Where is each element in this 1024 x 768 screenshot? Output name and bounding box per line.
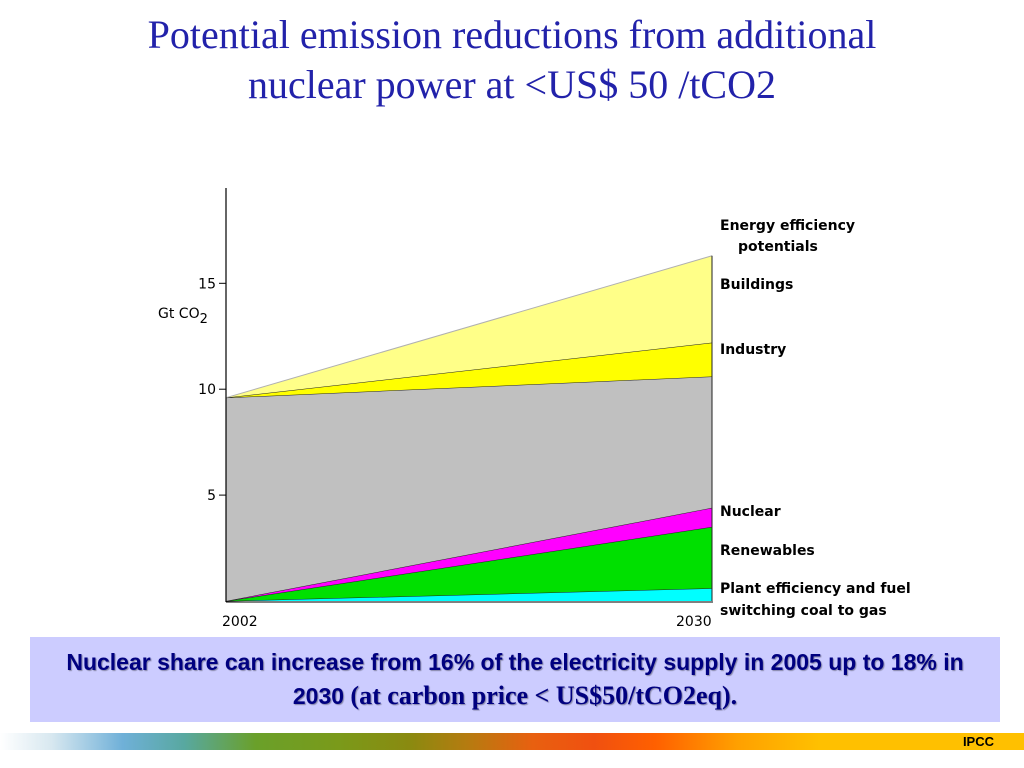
x-tick-2002: 2002 bbox=[222, 614, 258, 630]
footer-gradient-bar bbox=[0, 733, 1024, 750]
caption-box: Nuclear share can increase from 16% of t… bbox=[30, 637, 1000, 722]
label-energy-efficiency-line2: potentials bbox=[738, 239, 818, 255]
y-tick-label-5: 5 bbox=[207, 488, 216, 504]
label-plant-efficiency-line2: switching coal to gas bbox=[720, 603, 887, 619]
label-renewables: Renewables bbox=[720, 543, 815, 559]
caption-text: Nuclear share can increase from 16% of t… bbox=[66, 649, 964, 709]
chart-areas bbox=[225, 255, 713, 602]
footer-label: IPCC bbox=[962, 734, 994, 749]
caption-carbon-price: (at carbon price < US$50/tCO2eq). bbox=[350, 681, 738, 710]
slide-title-line1: Potential emission reductions from addit… bbox=[147, 12, 877, 57]
emission-reduction-chart: 15 10 5 Gt CO2 2002 2030 Energy efficiency… bbox=[158, 188, 911, 630]
area-baseline-3 bbox=[226, 376, 712, 601]
label-energy-efficiency-line1: Energy efficiency bbox=[720, 218, 855, 234]
slide-title: Potential emission reductions from addit… bbox=[0, 10, 1024, 110]
label-buildings: Buildings bbox=[720, 277, 793, 293]
area-boundary-line bbox=[225, 255, 713, 399]
label-plant-efficiency-line1: Plant efficiency and fuel bbox=[720, 581, 911, 597]
slide-title-line2: nuclear power at <US$ 50 /tCO2 bbox=[247, 62, 776, 107]
y-tick-label-15: 15 bbox=[198, 276, 216, 292]
y-axis-label: Gt CO2 bbox=[158, 306, 208, 327]
y-tick-label-10: 10 bbox=[198, 382, 216, 398]
y-ticks: 15 10 5 bbox=[198, 276, 226, 504]
label-industry: Industry bbox=[720, 342, 786, 358]
x-tick-2030: 2030 bbox=[676, 614, 712, 630]
label-nuclear: Nuclear bbox=[720, 504, 781, 520]
